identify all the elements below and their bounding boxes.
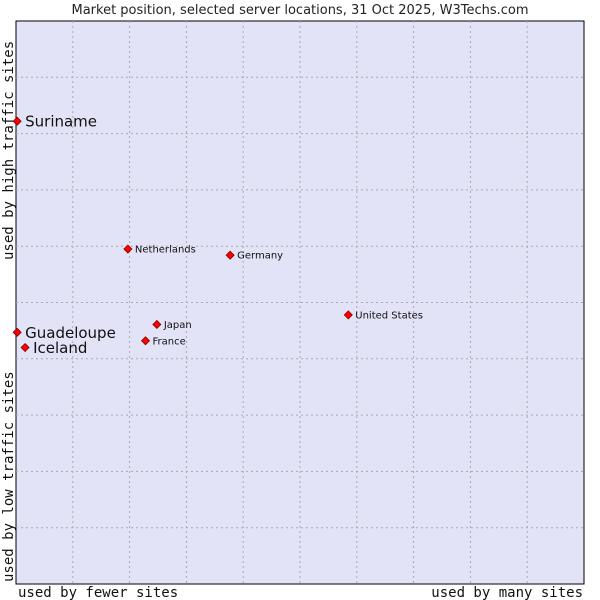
point-marker xyxy=(343,310,353,320)
point-marker xyxy=(140,336,151,346)
chart-title: Market position, selected server locatio… xyxy=(71,3,528,18)
point-label: United States xyxy=(355,310,423,321)
data-points: Suriname Netherlands Germany United States J… xyxy=(12,113,423,357)
grid-lines xyxy=(16,21,584,584)
x-axis-label-right: used by many sites xyxy=(431,585,583,600)
point-marker xyxy=(152,319,162,330)
point-label: Suriname xyxy=(25,113,97,131)
point-marker xyxy=(12,116,22,126)
point-marker xyxy=(123,244,133,254)
data-point-guadeloupe: Guadeloupe xyxy=(12,324,116,342)
data-point-france: France xyxy=(140,336,186,347)
point-marker xyxy=(225,250,235,260)
point-marker xyxy=(12,327,22,337)
data-point-japan: Japan xyxy=(152,319,192,331)
x-axis-label-left: used by fewer sites xyxy=(18,585,178,600)
data-point-germany: Germany xyxy=(225,250,283,262)
point-label: Netherlands xyxy=(135,245,196,256)
point-marker xyxy=(20,342,30,353)
data-point-united-states: United States xyxy=(343,310,423,321)
point-label: Iceland xyxy=(33,339,87,357)
point-label: Germany xyxy=(237,251,283,262)
data-point-iceland: Iceland xyxy=(20,339,87,357)
data-point-netherlands: Netherlands xyxy=(123,244,196,256)
point-label: Guadeloupe xyxy=(25,324,116,342)
y-axis-label-bottom: used by low traffic sites xyxy=(1,371,17,582)
point-label: France xyxy=(153,336,186,347)
y-axis-label-top: used by high traffic sites xyxy=(1,41,17,260)
point-label: Japan xyxy=(163,320,192,331)
data-point-suriname: Suriname xyxy=(12,113,97,131)
